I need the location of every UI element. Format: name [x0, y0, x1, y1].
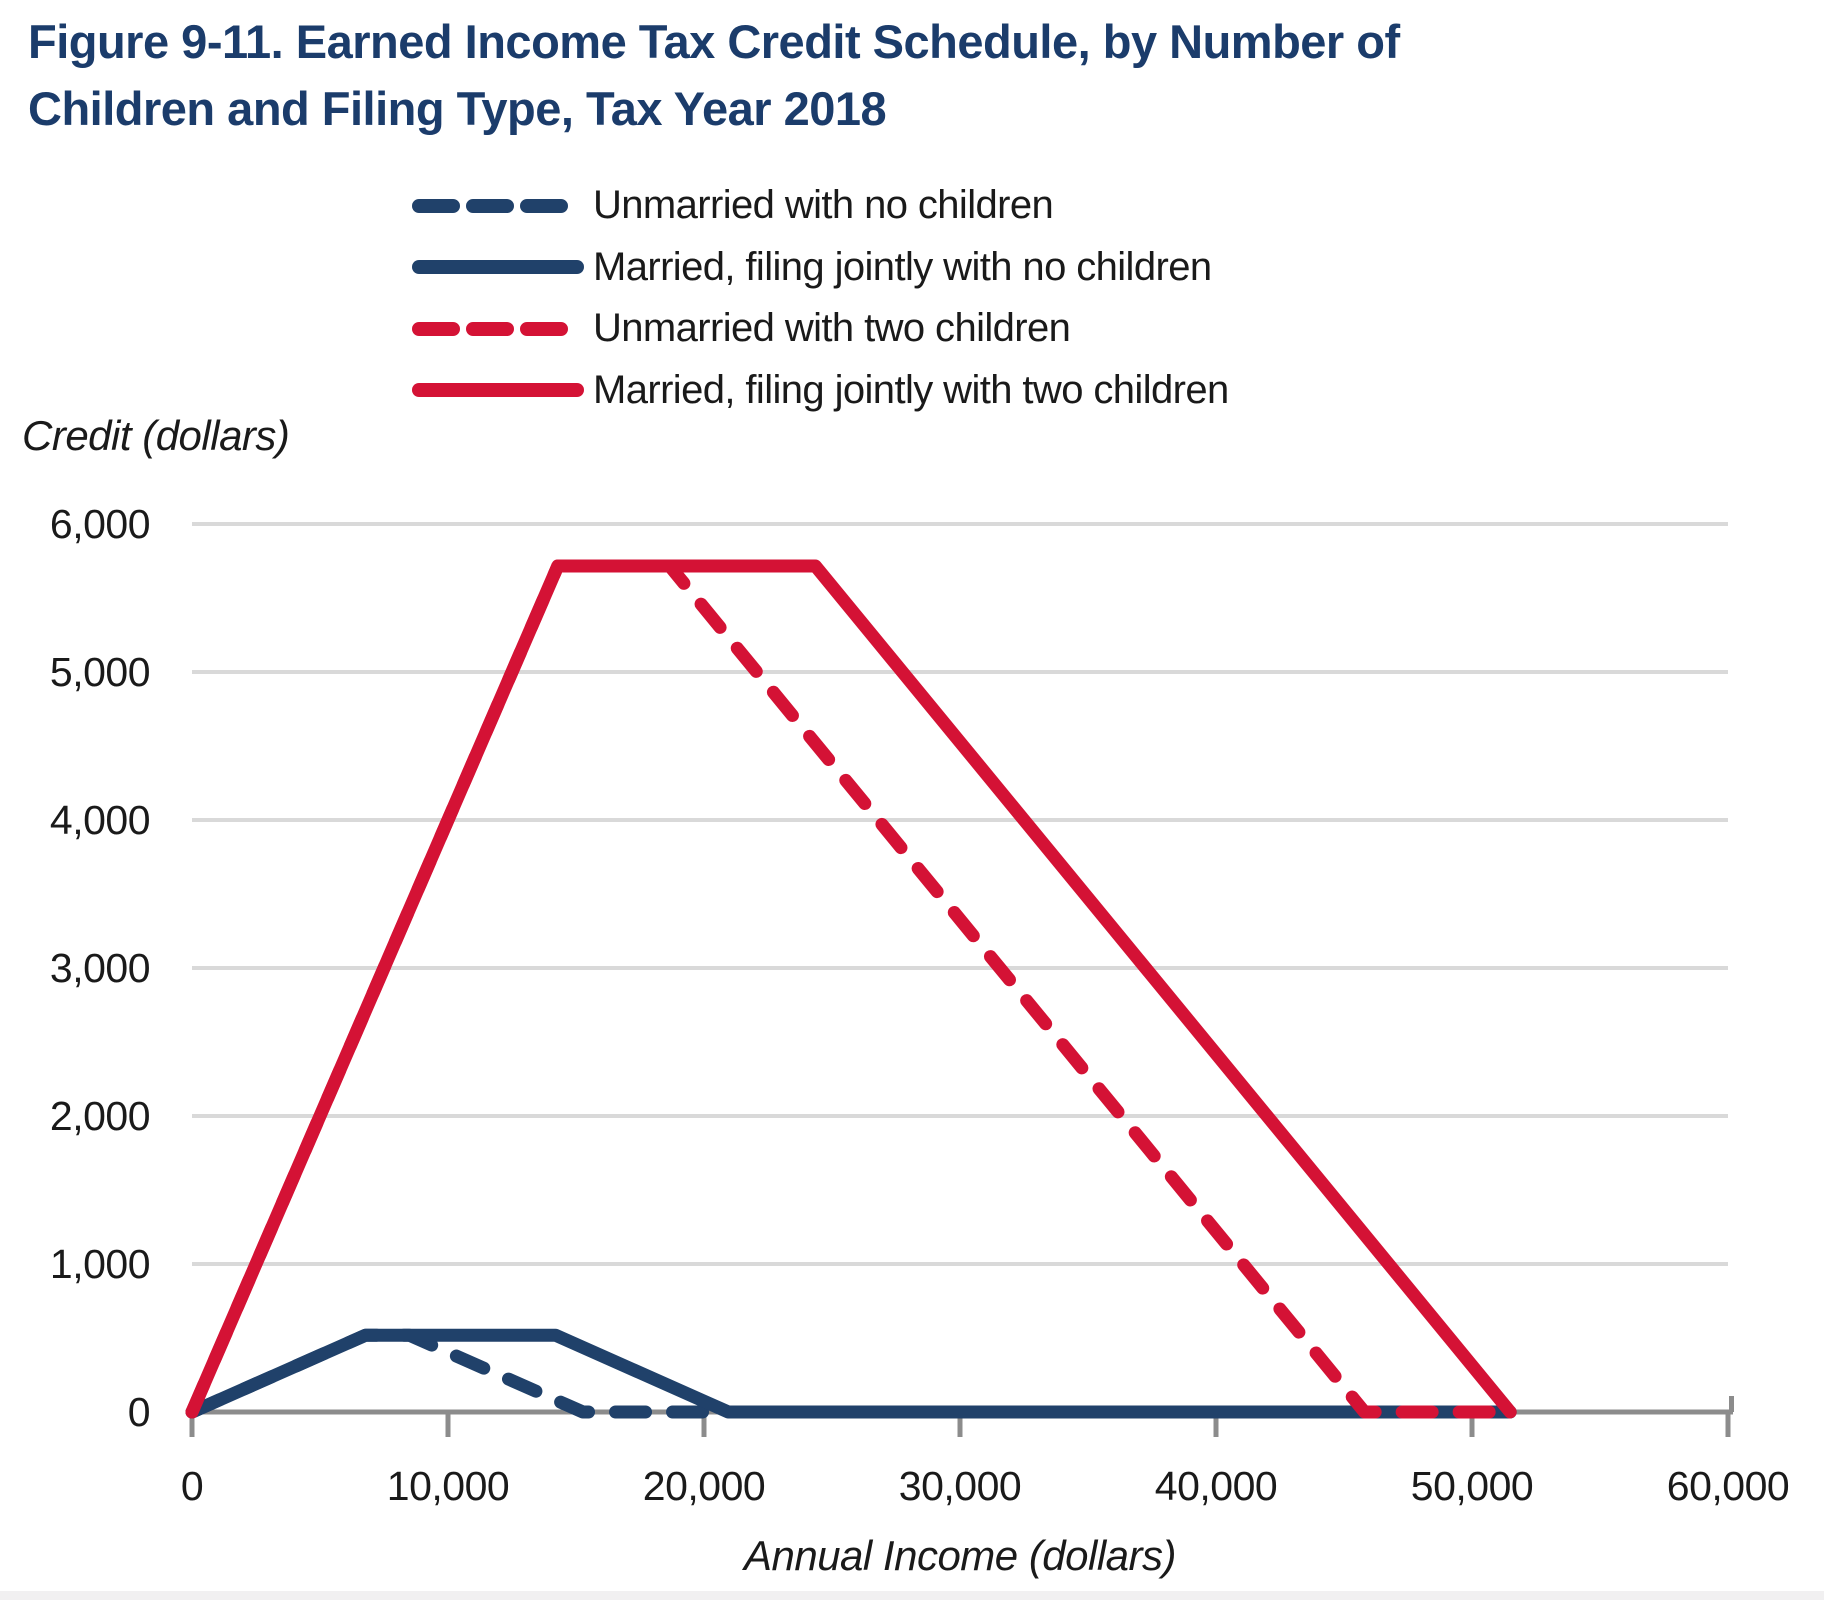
x-tick-label-10,000: 10,000 — [386, 1463, 510, 1509]
legend-item-label: Unmarried with no children — [593, 183, 1054, 228]
legend-dashed-line-swatch — [412, 321, 584, 336]
x-tick-label-20,000: 20,000 — [642, 1463, 766, 1509]
series-line-married-filing-jointly-with-two-children — [185, 559, 1517, 1419]
x-tick-label-40,000: 40,000 — [1154, 1463, 1278, 1509]
figure-title: Figure 9-11. Earned Income Tax Credit Sc… — [28, 15, 1400, 135]
series-line-married-filing-jointly-with-no-children — [185, 1328, 1517, 1419]
y-axis-title: Credit (dollars) — [22, 412, 290, 459]
y-tick-label-2,000: 2,000 — [49, 1093, 151, 1139]
x-tick-label-30,000: 30,000 — [898, 1463, 1022, 1509]
x-tick-label-0: 0 — [180, 1463, 204, 1509]
page-edge-strip — [0, 1591, 1824, 1600]
y-tick-label-4,000: 4,000 — [49, 797, 151, 843]
legend-item-label: Married, filing jointly with two childre… — [593, 367, 1229, 412]
y-tick-label-5,000: 5,000 — [49, 649, 151, 695]
x-tick-label-50,000: 50,000 — [1410, 1463, 1534, 1509]
x-tick-label-60,000: 60,000 — [1666, 1463, 1790, 1509]
y-tick-label-3,000: 3,000 — [49, 945, 151, 991]
legend-item: Unmarried with no children — [412, 175, 1229, 237]
legend-item-label: Unmarried with two children — [593, 306, 1071, 351]
series-line-unmarried-with-no-children — [185, 1328, 1517, 1419]
legend-dashed-line-swatch — [412, 198, 584, 213]
y-tick-label-6,000: 6,000 — [49, 501, 151, 547]
legend-item: Unmarried with two children — [412, 298, 1229, 360]
legend-item: Married, filing jointly with two childre… — [412, 360, 1229, 422]
legend-item-label: Married, filing jointly with no children — [593, 244, 1212, 289]
legend-item: Married, filing jointly with no children — [412, 237, 1229, 299]
series-line-unmarried-with-two-children — [185, 559, 1517, 1419]
y-tick-label-0: 0 — [127, 1389, 151, 1435]
legend: Unmarried with no children Married, filin… — [412, 175, 1229, 421]
y-tick-label-1,000: 1,000 — [49, 1241, 151, 1287]
legend-solid-line-swatch — [412, 260, 584, 275]
x-axis-title: Annual Income (dollars) — [743, 1532, 1177, 1579]
legend-solid-line-swatch — [412, 383, 584, 398]
